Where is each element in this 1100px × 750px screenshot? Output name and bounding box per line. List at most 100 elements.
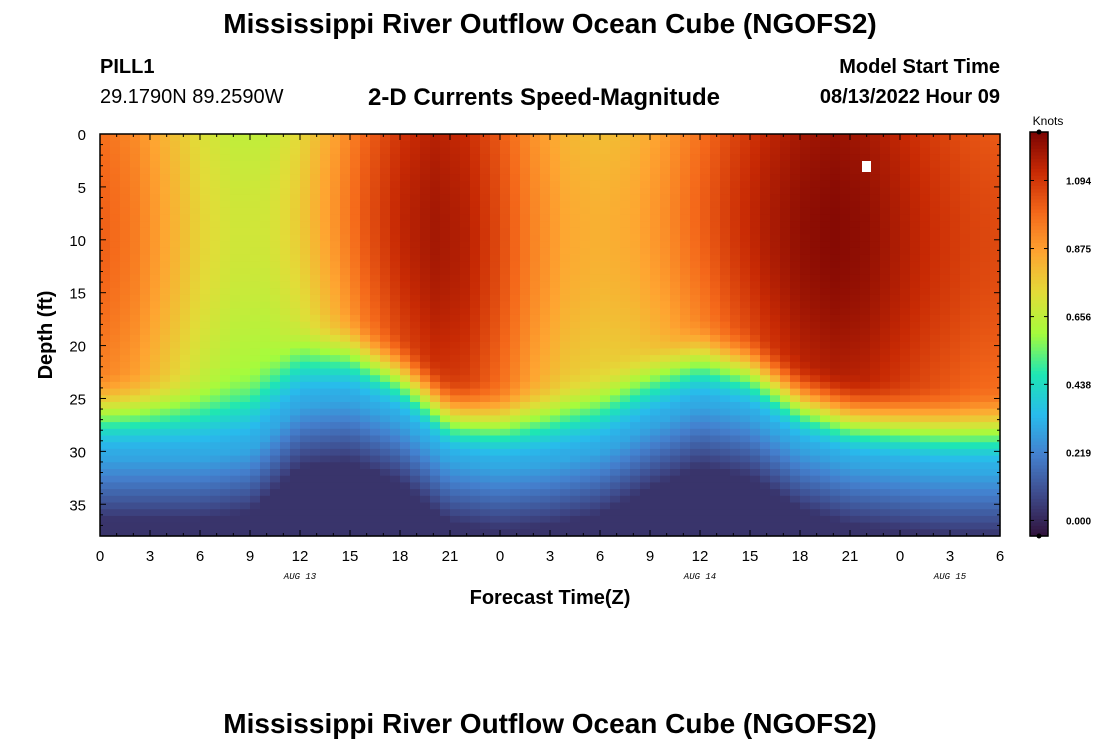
heatmap-cell (840, 180, 851, 189)
heatmap-cells (100, 134, 1001, 537)
heatmap-cell (480, 355, 491, 363)
heatmap-cell (140, 462, 151, 470)
heatmap-cell (390, 341, 401, 349)
heatmap-cell (790, 428, 801, 437)
heatmap-cell (850, 308, 861, 316)
heatmap-cell (360, 462, 371, 470)
heatmap-cell (150, 529, 161, 537)
heatmap-cell (320, 187, 331, 195)
heatmap-cell (870, 341, 881, 349)
heatmap-cell (200, 361, 211, 370)
heatmap-cell (720, 234, 731, 242)
heatmap-cell (100, 509, 111, 517)
heatmap-cell (180, 408, 191, 416)
heatmap-cell (880, 227, 891, 236)
heatmap-cell (160, 502, 171, 510)
heatmap-cell (510, 475, 521, 483)
heatmap-cell (790, 254, 801, 262)
heatmap-cell (900, 254, 911, 262)
heatmap-cell (530, 140, 541, 148)
heatmap-cell (350, 187, 361, 195)
heatmap-cell (310, 388, 321, 396)
heatmap-cell (800, 328, 811, 336)
heatmap-cell (570, 502, 581, 510)
heatmap-cell (100, 402, 111, 410)
heatmap-cell (440, 227, 451, 236)
heatmap-cell (820, 388, 831, 396)
heatmap-cell (920, 489, 931, 497)
heatmap-cell (350, 482, 361, 490)
heatmap-cell (520, 301, 531, 309)
heatmap-cell (810, 375, 821, 383)
heatmap-cell (220, 395, 231, 403)
heatmap-cell (780, 241, 791, 249)
heatmap-cell (460, 314, 471, 323)
heatmap-cell (850, 408, 861, 416)
heatmap-cell (330, 529, 341, 537)
heatmap-cell (690, 154, 701, 162)
heatmap-cell (130, 529, 141, 537)
heatmap-cell (500, 348, 511, 356)
heatmap-cell (420, 381, 431, 390)
heatmap-cell (460, 221, 471, 229)
heatmap-cell (720, 194, 731, 202)
heatmap-cell (610, 301, 621, 309)
heatmap-cell (330, 247, 341, 256)
heatmap-cell (760, 502, 771, 510)
heatmap-cell (410, 154, 421, 162)
heatmap-cell (270, 348, 281, 356)
heatmap-cell (220, 495, 231, 504)
heatmap-cell (360, 288, 371, 296)
heatmap-cell (900, 388, 911, 396)
heatmap-cell (450, 281, 461, 289)
heatmap-cell (630, 314, 641, 323)
heatmap-cell (720, 395, 731, 403)
heatmap-cell (240, 448, 251, 457)
heatmap-cell (740, 147, 751, 155)
heatmap-cell (290, 448, 301, 457)
heatmap-cell (450, 355, 461, 363)
heatmap-cell (580, 422, 591, 430)
heatmap-cell (780, 308, 791, 316)
heatmap-cell (610, 154, 621, 162)
heatmap-cell (210, 281, 221, 289)
heatmap-cell (130, 140, 141, 148)
heatmap-cell (450, 187, 461, 195)
heatmap-cell (390, 140, 401, 148)
heatmap-cell (670, 361, 681, 370)
heatmap-cell (110, 462, 121, 470)
heatmap-cell (600, 388, 611, 396)
heatmap-cell (710, 174, 721, 182)
heatmap-cell (330, 515, 341, 524)
heatmap-cell (430, 187, 441, 195)
heatmap-cell (600, 395, 611, 403)
heatmap-cell (410, 462, 421, 470)
heatmap-cell (630, 134, 641, 142)
heatmap-cell (830, 147, 841, 155)
heatmap-cell (160, 134, 171, 142)
heatmap-cell (400, 489, 411, 497)
heatmap-cell (210, 388, 221, 396)
heatmap-cell (680, 402, 691, 410)
heatmap-cell (340, 187, 351, 195)
heatmap-cell (640, 341, 651, 349)
heatmap-cell (750, 194, 761, 202)
heatmap-cell (910, 174, 921, 182)
heatmap-cell (530, 201, 541, 209)
heatmap-cell (410, 254, 421, 262)
heatmap-cell (390, 187, 401, 195)
heatmap-cell (510, 368, 521, 376)
heatmap-cell (100, 482, 111, 490)
heatmap-cell (430, 134, 441, 142)
heatmap-cell (390, 469, 401, 477)
heatmap-cell (330, 274, 341, 282)
heatmap-cell (630, 288, 641, 296)
heatmap-cell (920, 415, 931, 423)
heatmap-cell (450, 408, 461, 416)
heatmap-cell (260, 341, 271, 349)
heatmap-cell (560, 254, 571, 262)
heatmap-cell (910, 247, 921, 256)
heatmap-cell (490, 415, 501, 423)
heatmap-cell (280, 221, 291, 229)
heatmap-cell (870, 247, 881, 256)
